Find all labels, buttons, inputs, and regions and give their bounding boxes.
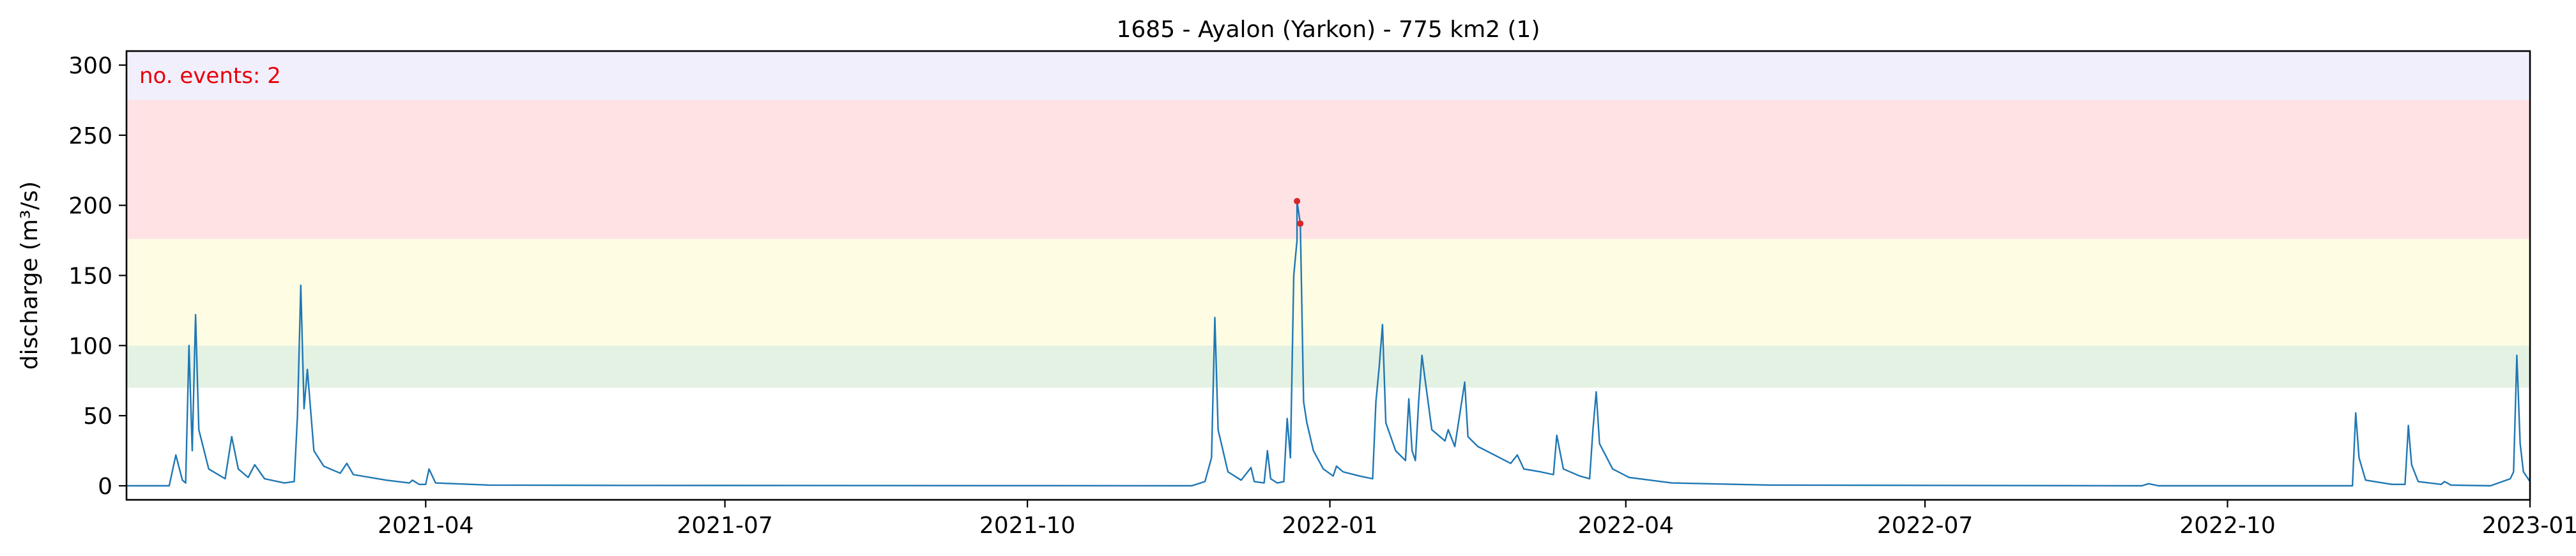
x-tick-label: 2022-10 — [2179, 513, 2275, 539]
y-tick-label: 200 — [68, 193, 112, 220]
y-tick-label: 250 — [68, 123, 112, 149]
threshold-band-1 — [126, 239, 2530, 346]
x-tick-label: 2022-04 — [1578, 513, 1674, 539]
y-tick-label: 100 — [68, 333, 112, 359]
y-tick-label: 50 — [83, 403, 112, 430]
discharge-line — [126, 200, 2531, 487]
x-tick-label: 2022-07 — [1877, 513, 1973, 539]
event-markers — [1294, 198, 1304, 227]
y-tick-label: 0 — [98, 474, 112, 500]
event-marker — [1294, 198, 1301, 205]
x-tick-label: 2021-04 — [378, 513, 473, 539]
x-axis: 2021-04 2021-07 2021-10 2022-01 2022-04 2022-… — [378, 500, 2576, 539]
x-tick-label: 2023-01 — [2482, 513, 2576, 539]
x-tick-label: 2022-01 — [1282, 513, 1377, 539]
threshold-band-2 — [126, 100, 2530, 239]
threshold-band-0 — [126, 345, 2530, 388]
plot-bands — [126, 51, 2530, 388]
y-axis-label: discharge (m³/s) — [17, 181, 43, 370]
chart-title: 1685 - Ayalon (Yarkon) - 775 km2 (1) — [1116, 17, 1540, 43]
threshold-band-3 — [126, 51, 2530, 100]
events-count-annotation: no. events: 2 — [139, 63, 281, 89]
y-tick-label: 150 — [68, 264, 112, 290]
x-tick-label: 2021-10 — [979, 513, 1075, 539]
x-tick-label: 2021-07 — [677, 513, 772, 539]
discharge-series — [126, 200, 2531, 487]
event-marker — [1297, 220, 1304, 227]
y-axis: 0 50 100 150 200 250 300 — [68, 53, 126, 500]
y-tick-label: 300 — [68, 53, 112, 79]
